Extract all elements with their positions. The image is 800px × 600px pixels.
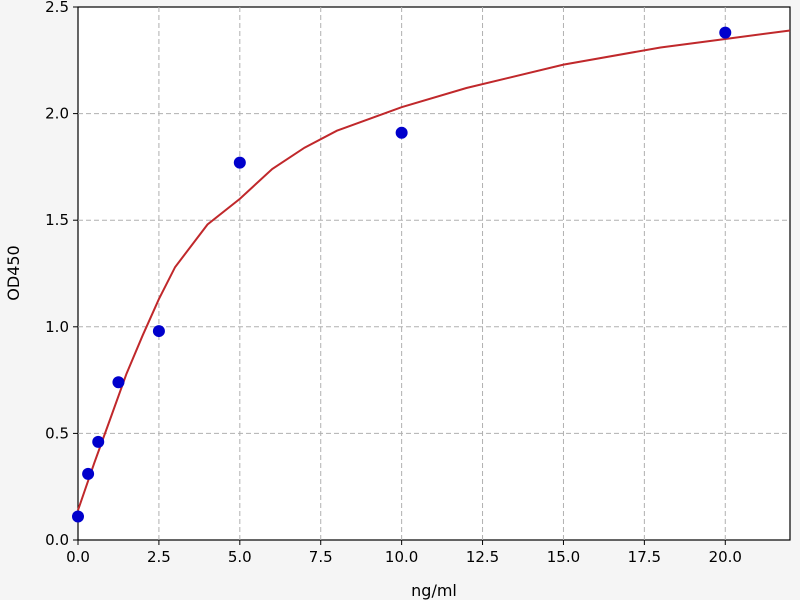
x-tick-label: 0.0 <box>66 548 90 566</box>
y-tick-label: 2.0 <box>45 105 69 123</box>
data-point <box>92 435 105 448</box>
data-point <box>719 26 732 39</box>
x-tick-label: 2.5 <box>147 548 171 566</box>
x-tick-label: 10.0 <box>385 548 418 566</box>
data-point <box>152 325 165 338</box>
x-tick-label: 5.0 <box>228 548 252 566</box>
x-tick-label: 15.0 <box>547 548 580 566</box>
y-axis-label: OD450 <box>4 245 23 300</box>
x-axis-label: ng/ml <box>411 581 457 600</box>
data-point <box>112 376 125 389</box>
x-tick-label: 20.0 <box>709 548 742 566</box>
y-tick-label: 0.0 <box>45 531 69 549</box>
x-tick-label: 7.5 <box>309 548 333 566</box>
ticks: 0.0 2.5 5.0 7.5 10.0 12.5 15.0 17.5 20.0 0.0 0.5 1.… <box>45 0 742 566</box>
plot-area <box>77 6 791 541</box>
data-point <box>72 510 84 523</box>
y-tick-label: 2.5 <box>45 0 69 16</box>
y-tick-label: 0.5 <box>45 424 69 442</box>
data-point <box>395 126 408 139</box>
x-tick-label: 17.5 <box>628 548 661 566</box>
grid <box>78 7 790 540</box>
y-tick-label: 1.0 <box>45 318 69 336</box>
data-points <box>72 26 732 523</box>
y-tick-label: 1.5 <box>45 211 69 229</box>
data-point <box>82 467 95 480</box>
data-point <box>233 156 246 169</box>
x-tick-label: 12.5 <box>466 548 499 566</box>
